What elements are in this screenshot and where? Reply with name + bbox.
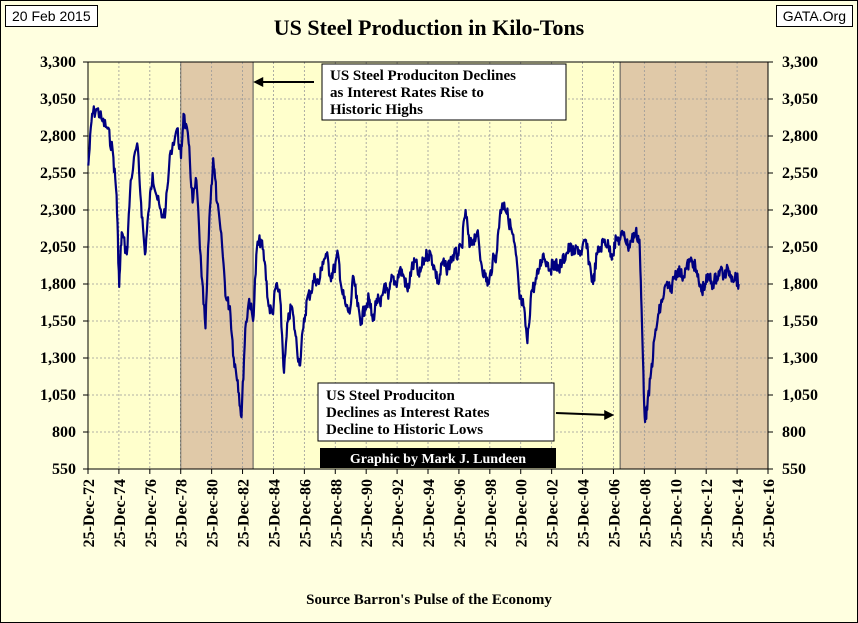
y-tick-label-right: 1,300 (782, 350, 818, 367)
credit-box (320, 448, 556, 468)
x-tick-label: 25-Dec-06 (606, 479, 623, 547)
y-tick-label-left: 550 (52, 461, 76, 478)
source-label: GATA.Org (775, 5, 853, 27)
y-tick-label-right: 2,800 (782, 128, 818, 145)
y-tick-label-right: 2,550 (782, 165, 818, 182)
x-tick-label: 25-Dec-12 (699, 479, 716, 547)
annotation-text: Historic Highs (330, 102, 423, 118)
steel-production-line (87, 105, 740, 424)
x-tick-label: 25-Dec-94 (421, 479, 438, 547)
x-tick-label: 25-Dec-04 (576, 479, 593, 547)
credit-text: Graphic by Mark J. Lundeen (350, 452, 526, 467)
x-tick-label: 25-Dec-88 (328, 479, 345, 547)
x-tick-label: 25-Dec-10 (668, 479, 685, 547)
plot-border (87, 61, 769, 470)
annotation-arrowhead (253, 77, 264, 87)
y-tick-label-right: 1,050 (782, 387, 818, 404)
annotation-arrow (555, 412, 609, 416)
y-tick-label-left: 2,050 (40, 239, 76, 256)
x-tick-label: 25-Dec-76 (143, 479, 160, 547)
y-tick-label-left: 2,800 (40, 128, 76, 145)
y-tick-label-left: 3,050 (40, 91, 76, 108)
y-tick-label-left: 2,550 (40, 165, 76, 182)
y-tick-label-left: 1,050 (40, 387, 76, 404)
y-tick-label-right: 2,050 (782, 239, 818, 256)
x-tick-label: 25-Dec-86 (297, 479, 314, 547)
y-tick-label-right: 1,550 (782, 313, 818, 330)
y-tick-label-right: 3,050 (782, 91, 818, 108)
annotation-text: Decline to Historic Lows (326, 422, 483, 438)
y-tick-label-right: 1,800 (782, 276, 818, 293)
x-tick-label: 25-Dec-16 (761, 479, 778, 547)
x-tick-label: 25-Dec-82 (236, 479, 253, 547)
x-tick-label: 25-Dec-78 (174, 479, 191, 547)
y-tick-label-right: 3,300 (782, 54, 818, 71)
annotation-arrowhead (604, 410, 615, 420)
annotation-text: Declines as Interest Rates (326, 405, 490, 421)
y-tick-label-left: 2,300 (40, 202, 76, 219)
y-tick-label-right: 550 (782, 461, 806, 478)
x-tick-label: 25-Dec-02 (545, 479, 562, 547)
x-tick-label: 25-Dec-80 (205, 479, 222, 547)
y-tick-label-left: 1,550 (40, 313, 76, 330)
chart-title: US Steel Production in Kilo-Tons (273, 15, 585, 40)
y-tick-label-left: 1,800 (40, 276, 76, 293)
x-tick-label: 25-Dec-98 (483, 479, 500, 547)
x-tick-label: 25-Dec-00 (514, 479, 531, 547)
x-tick-label: 25-Dec-90 (359, 479, 376, 547)
x-tick-label: 25-Dec-14 (730, 479, 747, 547)
y-tick-label-right: 800 (782, 424, 806, 441)
annotation-text: US Steel Produciton Declines (330, 68, 516, 84)
y-tick-label-left: 3,300 (40, 54, 76, 71)
annotation-box (317, 382, 555, 442)
annotation-text: as Interest Rates Rise to (330, 85, 484, 101)
annotation-text: US Steel Produciton (326, 388, 456, 404)
y-tick-label-right: 2,300 (782, 202, 818, 219)
y-tick-label-left: 800 (52, 424, 76, 441)
x-tick-label: 25-Dec-72 (81, 479, 98, 547)
date-label: 20 Feb 2015 (5, 5, 98, 27)
y-tick-label-left: 1,300 (40, 350, 76, 367)
x-axis-label: Source Barron's Pulse of the Economy (306, 592, 552, 608)
x-tick-label: 25-Dec-96 (452, 479, 469, 547)
x-tick-label: 25-Dec-08 (637, 479, 654, 547)
x-tick-label: 25-Dec-84 (266, 479, 283, 547)
x-tick-label: 25-Dec-92 (390, 479, 407, 547)
x-tick-label: 25-Dec-74 (112, 479, 129, 547)
annotation-box (321, 63, 567, 121)
